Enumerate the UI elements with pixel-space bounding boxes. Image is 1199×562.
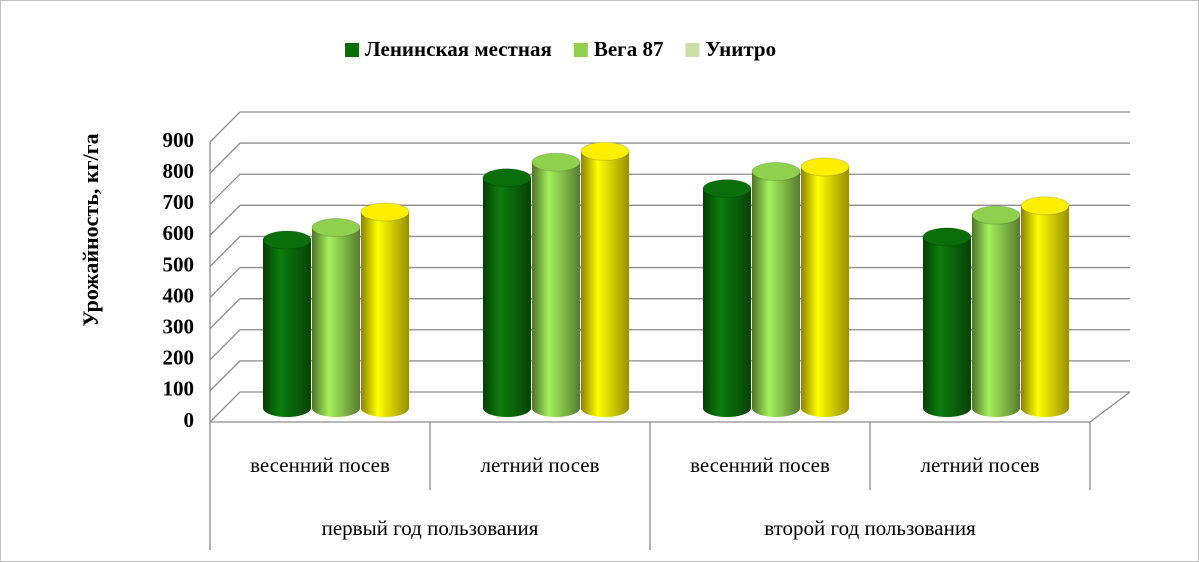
- bar: [360, 202, 410, 417]
- bar: [580, 141, 630, 418]
- x-tick-label: весенний посев: [690, 453, 830, 477]
- bar: [800, 157, 850, 417]
- group-label: первый год пользования: [322, 516, 539, 540]
- bar: [1020, 196, 1070, 417]
- y-tick-label: 200: [163, 346, 195, 370]
- legend-swatch: [685, 43, 700, 57]
- legend-swatch: [573, 43, 588, 57]
- y-tick-label: 0: [184, 408, 195, 432]
- grid-line: [209, 111, 1130, 143]
- bar: [531, 152, 581, 417]
- y-tick-label: 300: [163, 314, 195, 338]
- y-axis-title: Урожайность, кг/га: [78, 133, 103, 326]
- y-tick-label: 600: [163, 221, 195, 245]
- y-tick-label: 800: [163, 159, 195, 183]
- bar: [262, 230, 312, 417]
- bar: [922, 227, 972, 417]
- bar: [702, 179, 752, 417]
- bar: [751, 162, 801, 417]
- y-tick-label: 700: [163, 190, 195, 214]
- bar: [311, 218, 361, 417]
- x-tick-label: весенний посев: [250, 453, 390, 477]
- grid-line: [209, 142, 1130, 174]
- y-tick-label: 900: [163, 128, 195, 152]
- bar: [482, 168, 532, 417]
- group-label: второй год пользования: [764, 516, 976, 540]
- legend-label: Ленинская местная: [365, 37, 552, 61]
- x-tick-label: летний посев: [920, 453, 1039, 477]
- x-tick-label: летний посев: [480, 453, 599, 477]
- legend-label: Унитро: [705, 37, 776, 61]
- y-tick-label: 400: [163, 283, 195, 307]
- legend-label: Вега 87: [594, 37, 664, 61]
- legend-swatch: [345, 43, 359, 57]
- y-tick-label: 100: [163, 377, 195, 401]
- bar: [971, 205, 1021, 417]
- y-tick-label: 500: [163, 252, 195, 276]
